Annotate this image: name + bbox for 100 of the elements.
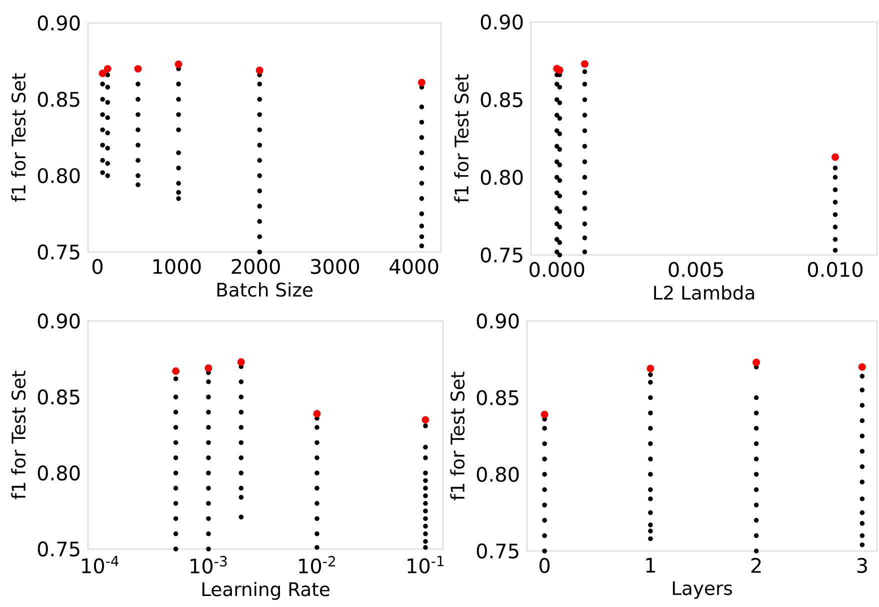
point — [754, 410, 759, 416]
y-tick-label: 0.75 — [480, 248, 522, 263]
x-tick-label: 0 — [92, 259, 103, 274]
y-tick-label: 0.90 — [38, 314, 80, 329]
x-tick-label: 0 — [540, 558, 550, 574]
point — [582, 250, 588, 255]
point — [860, 480, 865, 485]
point — [557, 116, 562, 121]
x-tick-label: 3000 — [311, 259, 360, 274]
y-tick-label: 0.80 — [480, 170, 523, 186]
point — [557, 240, 562, 246]
point — [557, 147, 562, 152]
x-tick-label: 10$^{-1}$ — [408, 556, 444, 574]
x-tick-label: 10$^{-2}$ — [299, 556, 335, 574]
point — [136, 112, 140, 118]
y-tick-label: 0.80 — [476, 466, 519, 482]
point — [554, 250, 560, 255]
point — [754, 518, 759, 523]
point — [100, 142, 105, 148]
point — [100, 97, 105, 102]
x-tick-label: 1000 — [153, 259, 201, 274]
point — [557, 85, 562, 90]
point — [176, 112, 181, 118]
point — [176, 190, 181, 196]
point — [648, 456, 653, 462]
point — [540, 411, 548, 418]
point — [554, 237, 560, 242]
point — [554, 113, 560, 118]
point — [557, 224, 562, 230]
point — [582, 144, 588, 149]
point — [419, 104, 424, 110]
point — [858, 363, 866, 371]
point — [860, 434, 865, 439]
x-tick-label: 2000 — [232, 259, 280, 274]
point — [646, 365, 654, 372]
x-tick-label: 10$^{-3}$ — [190, 556, 227, 574]
x-tick-label: 3 — [857, 558, 867, 574]
point — [860, 533, 865, 538]
point — [754, 441, 759, 446]
point — [257, 173, 262, 178]
point — [860, 464, 865, 470]
point — [832, 166, 838, 171]
y-tick-label: 0.75 — [38, 542, 80, 557]
point — [648, 441, 653, 446]
point — [542, 548, 547, 554]
point — [556, 66, 564, 74]
point — [100, 158, 105, 164]
point — [100, 112, 105, 118]
point — [860, 403, 865, 408]
point — [554, 82, 560, 87]
x-tick-label: 0.005 — [668, 262, 723, 278]
point — [419, 212, 424, 216]
point — [105, 161, 110, 166]
point — [557, 178, 562, 184]
x-tick-label: 10$^{-4}$ — [82, 556, 119, 574]
point — [100, 128, 105, 132]
y-tick-label: 0.90 — [476, 314, 519, 329]
point — [419, 224, 424, 229]
point — [754, 472, 759, 477]
point — [105, 84, 110, 90]
y-tick-label: 0.90 — [480, 14, 523, 30]
x-axis-title: L2 Lambda — [654, 286, 754, 300]
point — [419, 150, 424, 156]
point — [256, 66, 264, 74]
point — [582, 236, 588, 241]
point — [105, 115, 110, 120]
point — [832, 237, 838, 242]
point — [582, 175, 588, 180]
point — [860, 496, 865, 502]
point — [419, 120, 424, 125]
point — [176, 150, 181, 156]
point — [418, 79, 426, 86]
point — [582, 70, 588, 74]
point — [136, 173, 140, 178]
point — [832, 200, 838, 205]
y-tick-label: 0.85 — [38, 92, 80, 108]
point — [554, 144, 560, 149]
point — [860, 418, 865, 424]
point — [754, 548, 759, 554]
point — [554, 222, 560, 227]
y-axis-title: f1 for Test Set — [454, 74, 469, 203]
point — [542, 502, 547, 508]
point — [557, 162, 562, 168]
y-tick-label: 0.85 — [480, 92, 522, 108]
point — [105, 100, 110, 106]
point — [754, 426, 759, 431]
y-tick-label: 0.80 — [38, 466, 80, 481]
point — [419, 244, 424, 249]
point — [257, 250, 262, 255]
point — [648, 536, 653, 542]
point — [419, 234, 424, 240]
point — [754, 533, 759, 538]
y-tick-label: 0.85 — [38, 390, 80, 405]
point — [648, 528, 653, 534]
point — [542, 426, 547, 431]
point — [257, 219, 262, 224]
x-axis-title: Layers — [672, 582, 732, 600]
point — [557, 252, 562, 258]
point — [582, 222, 588, 227]
point — [754, 487, 759, 492]
